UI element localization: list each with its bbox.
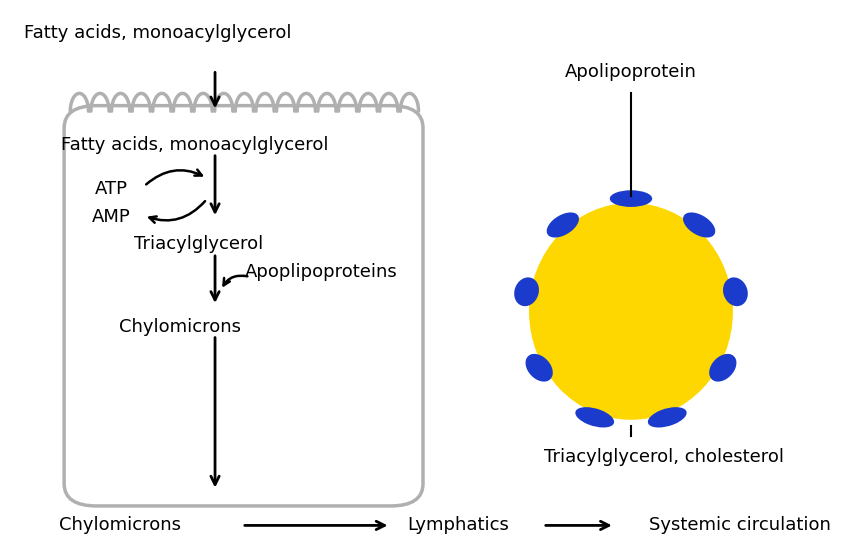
Text: Triacylglycerol, cholesterol: Triacylglycerol, cholesterol <box>544 448 784 466</box>
Text: Apoplipoproteins: Apoplipoproteins <box>245 264 397 281</box>
Text: Systemic circulation: Systemic circulation <box>648 517 831 534</box>
Ellipse shape <box>514 277 539 306</box>
FancyArrowPatch shape <box>224 276 248 285</box>
Ellipse shape <box>526 354 553 381</box>
Ellipse shape <box>683 212 716 237</box>
FancyArrowPatch shape <box>146 170 202 185</box>
Text: ATP: ATP <box>95 180 128 198</box>
FancyArrowPatch shape <box>150 201 205 223</box>
Ellipse shape <box>709 354 736 381</box>
Ellipse shape <box>575 407 614 428</box>
Text: Fatty acids, monoacylglycerol: Fatty acids, monoacylglycerol <box>61 136 328 153</box>
Ellipse shape <box>610 190 652 207</box>
Ellipse shape <box>529 203 733 420</box>
Text: Chylomicrons: Chylomicrons <box>119 318 241 336</box>
Ellipse shape <box>648 407 687 428</box>
Text: Apolipoprotein: Apolipoprotein <box>565 63 697 81</box>
Text: Fatty acids, monoacylglycerol: Fatty acids, monoacylglycerol <box>24 24 292 42</box>
Ellipse shape <box>546 212 579 237</box>
Text: Triacylglycerol: Triacylglycerol <box>134 235 263 252</box>
Ellipse shape <box>723 277 748 306</box>
Text: Lymphatics: Lymphatics <box>407 517 509 534</box>
Text: AMP: AMP <box>92 208 131 226</box>
Text: Chylomicrons: Chylomicrons <box>59 517 180 534</box>
